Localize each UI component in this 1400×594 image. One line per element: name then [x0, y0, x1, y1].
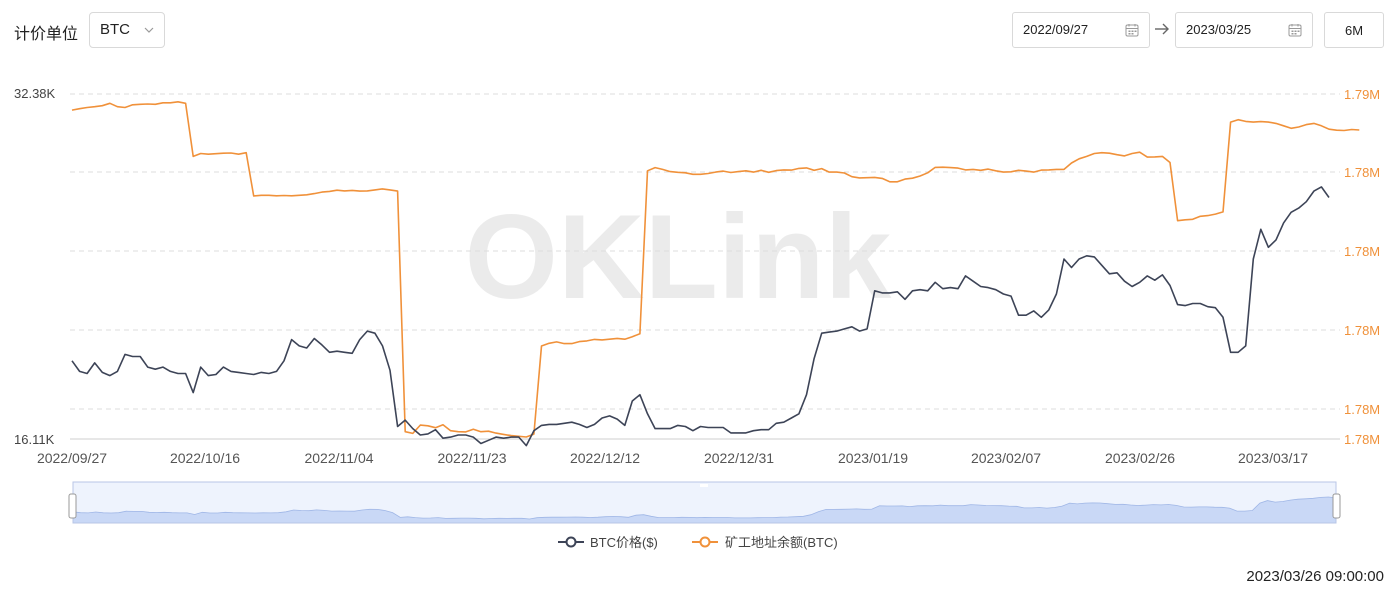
legend: BTC价格($) 矿工地址余额(BTC) — [558, 535, 838, 550]
x-tick-label: 2022/12/12 — [570, 450, 640, 466]
calendar-icon — [1125, 24, 1139, 37]
x-tick-label: 2023/02/07 — [971, 450, 1041, 466]
x-tick-label: 2022/11/04 — [304, 450, 373, 466]
y-right-tick-label: 1.78M — [1344, 432, 1380, 447]
navigator-grip — [700, 484, 708, 487]
chart: OKLink 32.38K 16.11K 1.79M 1.78M 1.78M 1.78M… — [14, 86, 1380, 550]
y-axis-right: 1.79M 1.78M 1.78M 1.78M 1.78M 1.78M — [1344, 87, 1380, 447]
navigator-handle-right[interactable] — [1332, 493, 1341, 519]
navigator-area — [72, 496, 1337, 524]
start-date-input[interactable]: 2022/09/27 — [1012, 12, 1150, 48]
unit-select[interactable]: BTC — [89, 12, 165, 48]
watermark: OKLink — [465, 190, 892, 324]
chevron-down-icon — [144, 27, 154, 33]
legend-label: 矿工地址余额(BTC) — [725, 535, 838, 550]
y-axis-left: 32.38K 16.11K — [14, 86, 56, 447]
x-tick-label: 2022/09/27 — [37, 450, 107, 466]
y-right-tick-label: 1.78M — [1344, 165, 1380, 180]
legend-marker — [699, 536, 711, 548]
plot-lines — [71, 101, 1360, 447]
y-right-tick-label: 1.78M — [1344, 402, 1380, 417]
end-date-value: 2023/03/25 — [1186, 22, 1252, 37]
navigator-handle-left[interactable] — [68, 493, 77, 519]
legend-marker — [565, 536, 577, 548]
range-6m-button[interactable]: 6M — [1324, 12, 1384, 48]
series-line-btc-price — [71, 186, 1330, 447]
navigator[interactable] — [68, 481, 1341, 524]
x-tick-label: 2022/10/16 — [170, 450, 240, 466]
arrow-right-icon — [1155, 23, 1169, 35]
unit-select-value: BTC — [100, 21, 130, 38]
calendar-icon — [1288, 24, 1302, 37]
x-tick-label: 2022/12/31 — [704, 450, 774, 466]
y-right-tick-label: 1.78M — [1344, 244, 1380, 259]
x-tick-label: 2022/11/23 — [437, 450, 506, 466]
legend-item-btc-price[interactable]: BTC价格($) — [558, 535, 658, 550]
x-tick-label: 2023/03/17 — [1238, 450, 1308, 466]
y-left-tick-label: 16.11K — [14, 432, 55, 447]
legend-label: BTC价格($) — [590, 535, 658, 550]
x-axis: 2022/09/27 2022/10/16 2022/11/04 2022/11/23… — [37, 450, 1308, 466]
start-date-value: 2022/09/27 — [1023, 22, 1089, 37]
legend-item-miner-balance[interactable]: 矿工地址余额(BTC) — [692, 535, 838, 550]
y-right-tick-label: 1.79M — [1344, 87, 1380, 102]
controls-bar: 计价单位 BTC 2022/09/27 2023/03/25 6M — [0, 0, 1400, 60]
grid — [70, 93, 1340, 440]
x-tick-label: 2023/01/19 — [838, 450, 908, 466]
unit-label: 计价单位 — [14, 26, 79, 43]
end-date-input[interactable]: 2023/03/25 — [1175, 12, 1313, 48]
x-tick-label: 2023/02/26 — [1105, 450, 1175, 466]
y-right-tick-label: 1.78M — [1344, 323, 1380, 338]
y-left-tick-label: 32.38K — [14, 86, 56, 101]
series-line-miner-balance — [71, 101, 1360, 438]
timestamp: 2023/03/26 09:00:00 — [1246, 568, 1384, 585]
